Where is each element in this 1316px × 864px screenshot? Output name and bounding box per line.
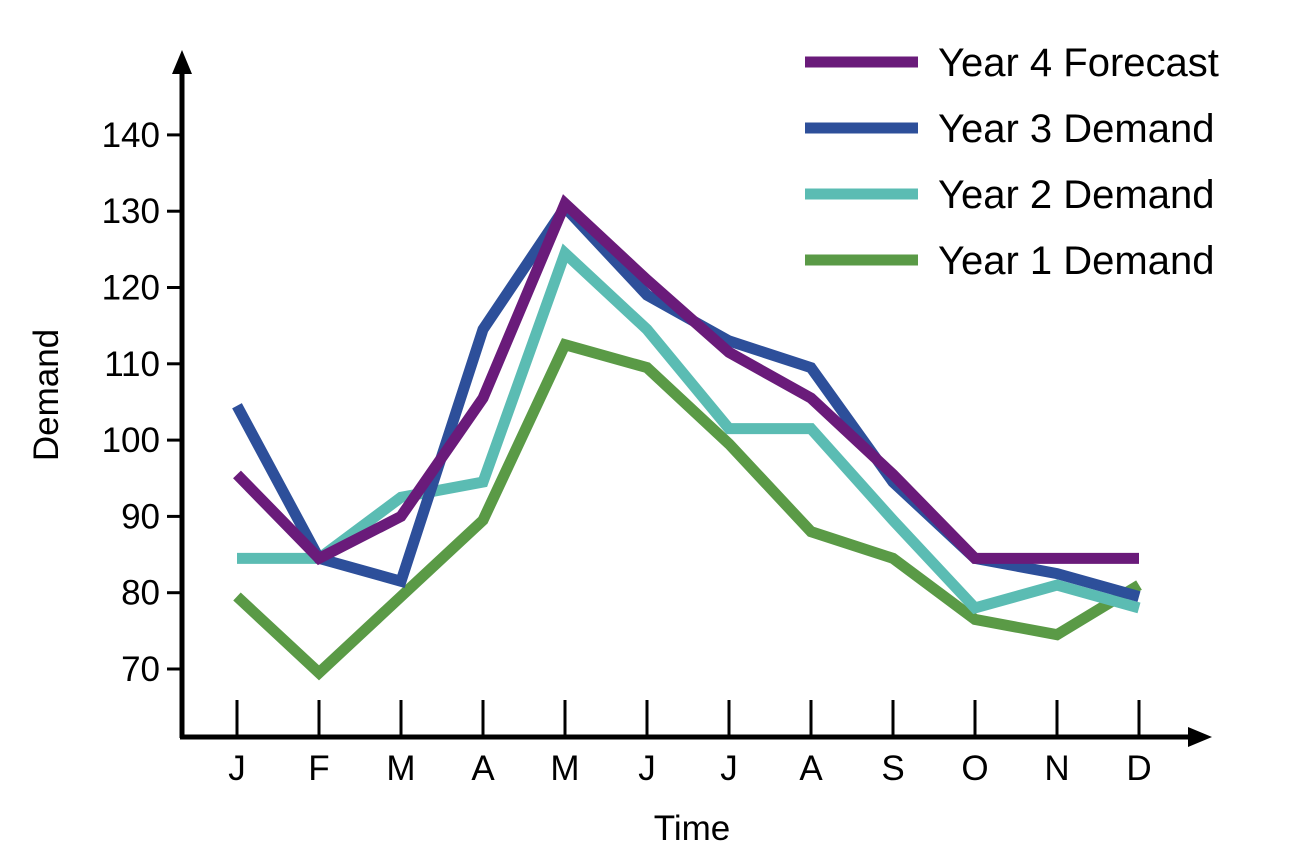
y-axis-title: Demand — [27, 329, 66, 461]
legend: Year 4 Forecast Year 3 Demand Year 2 Deman… — [805, 41, 1219, 283]
x-tick-label: J — [228, 749, 246, 788]
x-tick-label: O — [961, 749, 988, 788]
legend-label: Year 2 Demand — [938, 173, 1214, 217]
y-axis-arrow — [172, 50, 192, 74]
series-line-year-2-demand — [237, 243, 1141, 615]
y-tick-label: 100 — [102, 421, 160, 460]
y-tick-label: 110 — [104, 345, 160, 384]
y-tick-label: 120 — [102, 269, 160, 308]
y-tick-label: 130 — [102, 192, 160, 231]
y-tick-label: 80 — [121, 574, 160, 613]
x-tick-label: M — [386, 749, 415, 788]
x-tick-label: N — [1044, 749, 1069, 788]
x-tick-label: M — [550, 749, 579, 788]
x-axis-arrow — [1188, 727, 1212, 747]
x-tick-label: D — [1126, 749, 1151, 788]
legend-label: Year 1 Demand — [938, 239, 1214, 283]
series-line-year-4-forecast — [233, 194, 1139, 566]
series-lines — [232, 194, 1142, 681]
x-tick-label: A — [799, 749, 823, 788]
x-axis-title: Time — [654, 809, 730, 848]
x-tick-label: J — [638, 749, 656, 788]
legend-label: Year 3 Demand — [938, 107, 1214, 151]
x-tick-label: F — [308, 749, 329, 788]
y-tick-label: 140 — [102, 116, 160, 155]
x-tick-label: J — [720, 749, 738, 788]
x-tick-label: A — [471, 749, 495, 788]
series-line-year-1-demand — [233, 338, 1142, 681]
y-ticks: 70 80 90 100 110 120 130 140 — [102, 116, 182, 689]
y-tick-label: 90 — [121, 497, 160, 536]
legend-label: Year 4 Forecast — [938, 41, 1219, 85]
x-tick-label: S — [881, 749, 904, 788]
y-tick-label: 70 — [121, 650, 160, 689]
axes — [172, 50, 1212, 747]
